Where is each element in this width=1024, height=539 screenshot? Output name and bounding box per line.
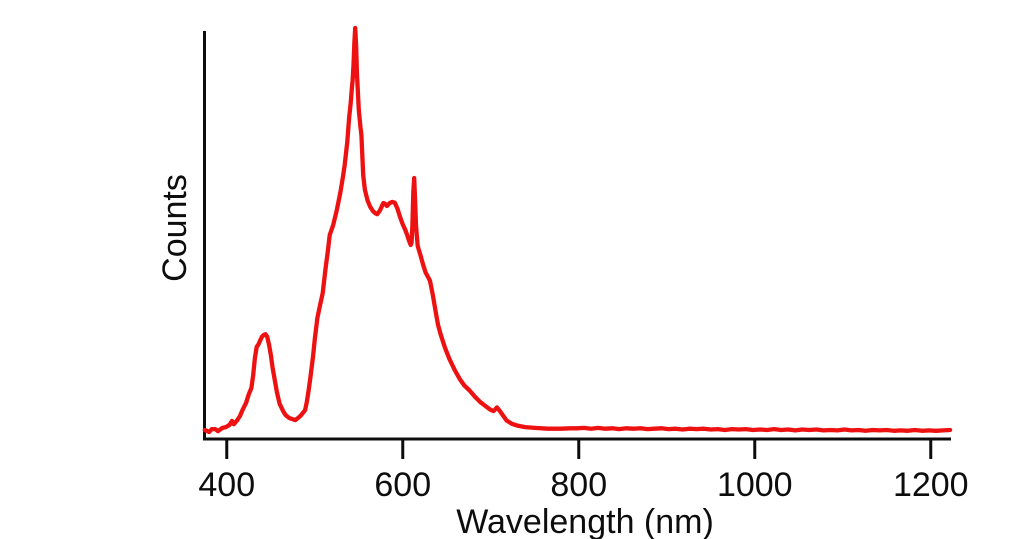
x-tick-label: 1000 [717, 466, 793, 504]
x-tick-label: 800 [550, 466, 607, 504]
x-axis-ticks [225, 439, 933, 459]
x-axis-label: Wavelength (nm) [456, 503, 714, 539]
x-tick-label: 1200 [893, 466, 969, 504]
x-tick-label: 400 [198, 466, 255, 504]
x-tick-label: 600 [374, 466, 431, 504]
x-axis-tick-labels: 400 600 800 1000 1200 [198, 466, 968, 504]
y-axis-label: Counts [156, 174, 194, 282]
spectrum-trace [202, 25, 953, 435]
